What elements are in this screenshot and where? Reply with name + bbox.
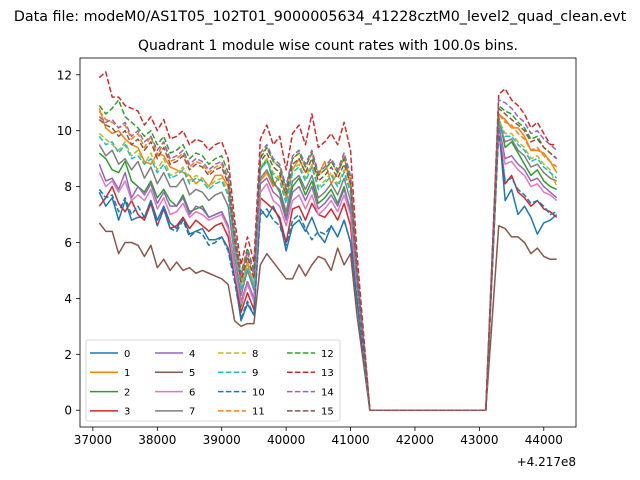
legend-label-11: 11	[252, 407, 265, 418]
series-line-14	[98, 99, 558, 411]
legend-label-1: 1	[124, 368, 130, 379]
legend-label-5: 5	[189, 368, 195, 379]
legend-label-10: 10	[252, 387, 265, 398]
x-tick-label: 37000	[74, 433, 112, 447]
x-tick-label: 41000	[331, 433, 369, 447]
x-tick-label: 39000	[203, 433, 241, 447]
x-axis: 37000 38000 39000 40000 41000 42000 43000 44000	[74, 427, 563, 447]
legend-label-14: 14	[321, 387, 334, 398]
y-tick-label: 12	[57, 68, 72, 82]
legend-label-7: 7	[189, 407, 195, 418]
legend-label-6: 6	[189, 387, 195, 398]
y-axis: 0 2 4 6 8 10 12	[57, 68, 80, 418]
y-tick-label: 0	[64, 404, 72, 418]
y-tick-label: 6	[64, 236, 72, 250]
legend-label-12: 12	[321, 349, 334, 360]
y-tick-label: 2	[64, 348, 72, 362]
legend-label-0: 0	[124, 349, 130, 360]
chart-title: Quadrant 1 module wise count rates with …	[138, 38, 518, 54]
legend-label-8: 8	[252, 349, 258, 360]
x-tick-label: 42000	[396, 433, 434, 447]
legend-label-15: 15	[321, 407, 334, 418]
x-tick-label: 40000	[267, 433, 305, 447]
figure-suptitle: Data file: modeM0/AS1T05_102T01_90000056…	[14, 9, 627, 25]
series-line-15	[98, 107, 558, 411]
series-line-12	[98, 99, 558, 411]
x-tick-label: 38000	[138, 433, 176, 447]
legend-box	[85, 339, 341, 422]
legend-label-3: 3	[124, 407, 130, 418]
legend-label-4: 4	[189, 349, 195, 360]
x-offset-label: +4.217e8	[517, 455, 576, 469]
x-tick-label: 44000	[525, 433, 563, 447]
legend-label-9: 9	[252, 368, 258, 379]
series-layer	[98, 71, 558, 411]
legend-label-2: 2	[124, 387, 130, 398]
legend-label-13: 13	[321, 368, 334, 379]
x-tick-label: 43000	[460, 433, 498, 447]
y-tick-label: 8	[64, 180, 72, 194]
y-tick-label: 4	[64, 292, 72, 306]
y-tick-label: 10	[57, 124, 72, 138]
